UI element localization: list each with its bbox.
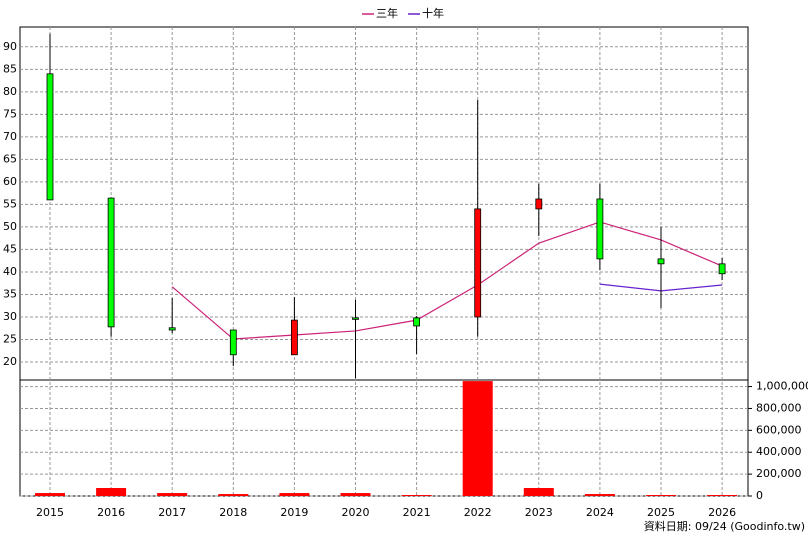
volume-bar: [462, 381, 493, 496]
y-tick-label: 80: [3, 85, 17, 98]
ma-line: [171, 221, 723, 340]
x-tick-label: 2022: [464, 506, 492, 519]
y-tick-label: 25: [3, 332, 17, 345]
volume-bar: [707, 495, 738, 496]
candle-body: [352, 317, 359, 320]
candle-body: [718, 263, 726, 275]
y-tick-label: 45: [3, 242, 17, 255]
volume-tick-label: 1,000,000: [756, 380, 808, 393]
plot-frame: [19, 26, 749, 497]
y-tick-label: 20: [3, 355, 17, 368]
candle-body: [413, 317, 421, 327]
footer: 資料日期: 09/24 (Goodinfo.tw): [644, 519, 805, 533]
y-tick-label: 90: [3, 40, 17, 53]
legend-label: 十年: [422, 6, 444, 20]
y-tick-label: 35: [3, 287, 17, 300]
volume-bar: [584, 494, 615, 496]
x-tick-label: 2021: [403, 506, 431, 519]
volume-tick-label: 200,000: [756, 467, 802, 480]
x-tick-label: 2018: [219, 506, 247, 519]
volume-tick-label: 600,000: [756, 423, 802, 436]
volume-bar: [35, 493, 65, 496]
y-tick-label: 65: [3, 152, 17, 165]
y-tick-label: 40: [3, 265, 17, 278]
y-tick-label: 70: [3, 130, 17, 143]
x-tick-label: 2016: [97, 506, 125, 519]
x-tick-label: 2025: [647, 506, 675, 519]
candle-body: [290, 319, 298, 356]
x-tick-label: 2026: [708, 506, 736, 519]
volume-tick-label: 800,000: [756, 401, 802, 414]
volume-bar: [401, 495, 432, 496]
y-tick-label: 60: [3, 175, 17, 188]
volume-bar: [523, 488, 554, 496]
x-tick-label: 2017: [158, 506, 186, 519]
candle-body: [535, 198, 543, 210]
candle-body: [229, 329, 237, 356]
volume-bar: [218, 494, 249, 496]
y-tick-label: 75: [3, 107, 17, 120]
y-tick-label: 50: [3, 220, 17, 233]
candle-body: [474, 208, 482, 318]
volume-bar: [96, 488, 127, 496]
x-tick-label: 2024: [586, 506, 614, 519]
x-tick-label: 2020: [342, 506, 370, 519]
y-tick-label: 55: [3, 197, 17, 210]
candle-body: [168, 327, 176, 331]
candle-body: [46, 73, 54, 201]
candle-body: [596, 198, 604, 260]
volume-tick-label: 0: [756, 489, 763, 502]
volume-bar: [279, 493, 310, 496]
x-tick-label: 2019: [280, 506, 308, 519]
y-tick-label: 85: [3, 62, 17, 75]
legend-label: 三年: [376, 6, 398, 20]
x-tick-label: 2023: [525, 506, 553, 519]
volume-bar: [157, 493, 188, 496]
volume-tick-label: 400,000: [756, 445, 802, 458]
volume-bar: [646, 495, 676, 496]
x-tick-label: 2015: [36, 506, 64, 519]
candle-body: [657, 258, 665, 265]
volume-bar: [340, 493, 371, 496]
y-tick-label: 30: [3, 310, 17, 323]
candle-body: [107, 197, 115, 328]
